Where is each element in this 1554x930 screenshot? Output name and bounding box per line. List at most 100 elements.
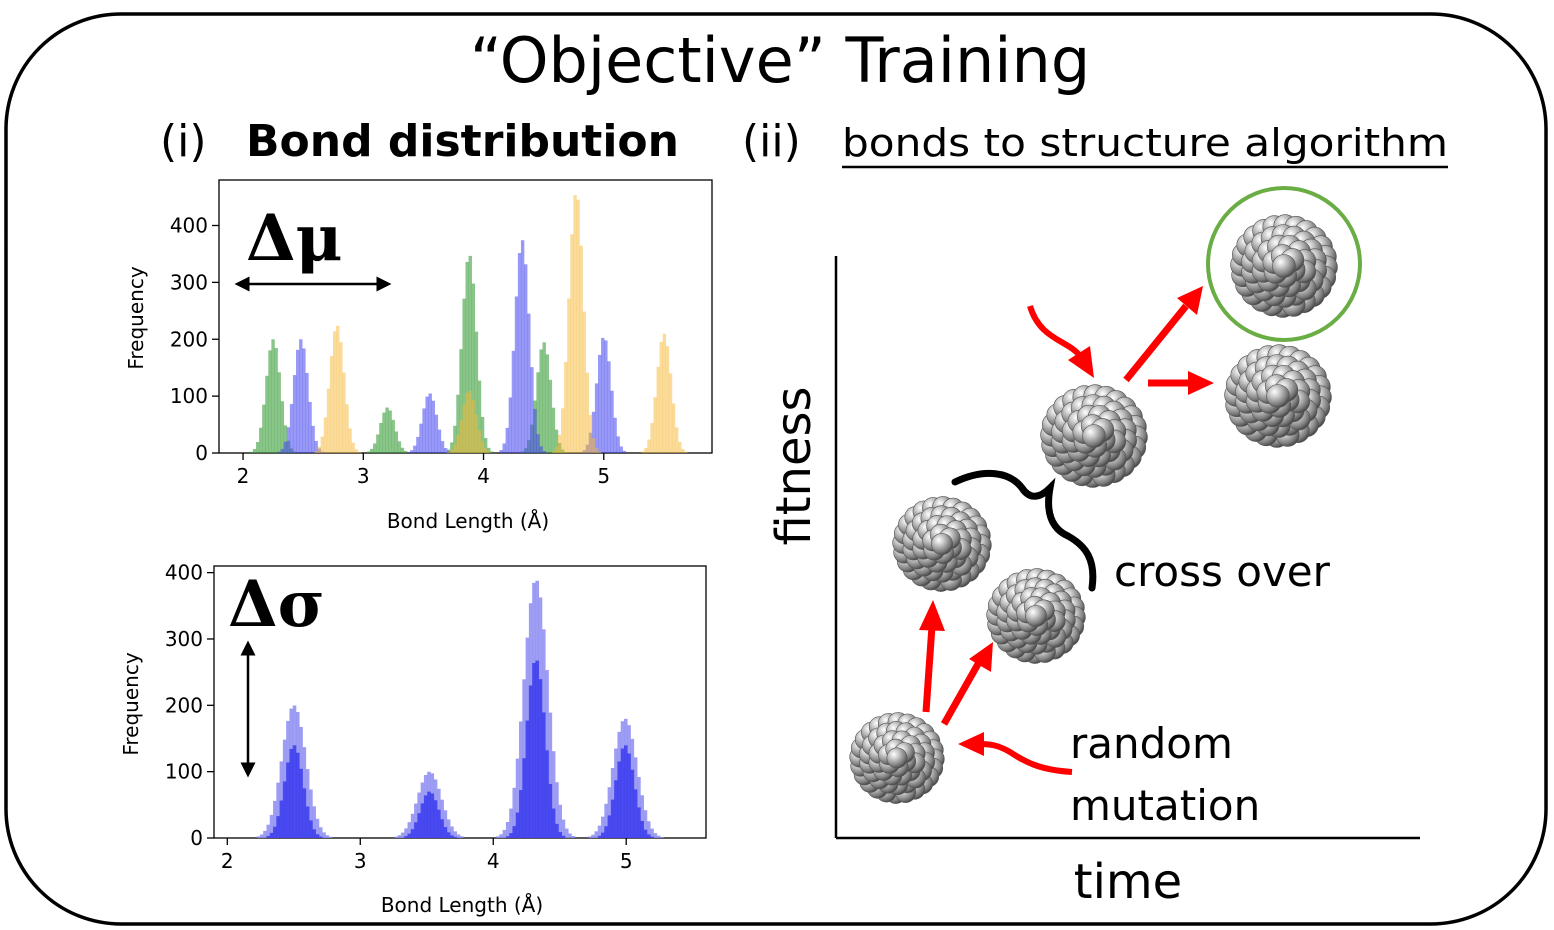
histogram-bar — [450, 826, 454, 838]
histogram-bar — [345, 404, 349, 453]
histogram-bar — [440, 799, 444, 838]
histogram-bar — [471, 399, 476, 453]
histogram-bar — [414, 803, 418, 838]
histogram-bar — [483, 448, 488, 453]
histogram-bar — [268, 350, 272, 453]
bonds-to-structure-diagram: fitness time cross over random mutation — [766, 186, 1420, 910]
chart1-ticks: 2 3 4 5 0 100 200 300 400 — [170, 214, 610, 489]
histogram-bar — [289, 748, 294, 838]
histogram-bar — [342, 372, 346, 453]
histogram-bar — [462, 298, 466, 453]
histogram-bar — [530, 367, 534, 453]
atom-sphere — [1266, 384, 1290, 408]
histogram-bar — [515, 758, 520, 838]
histogram-bar — [400, 832, 405, 838]
histogram-bar — [643, 829, 648, 838]
histogram-bar — [460, 836, 464, 838]
histogram-bar — [443, 810, 448, 838]
histogram-bar — [557, 434, 562, 453]
histogram-bar — [296, 349, 300, 453]
histogram-bar — [282, 781, 287, 838]
histogram-bar — [587, 836, 592, 838]
histogram-bar — [407, 833, 412, 838]
histogram-bar — [622, 450, 627, 453]
histogram-bar — [453, 836, 458, 838]
histogram-bar — [388, 410, 392, 453]
histogram-bar — [322, 832, 326, 838]
outer-frame — [4, 12, 1548, 926]
histogram-bar — [536, 372, 540, 453]
histogram-bar — [548, 783, 553, 838]
histogram-bar — [551, 407, 556, 453]
histogram-bar — [545, 354, 549, 453]
histogram-bar — [397, 441, 402, 453]
arrow-up-to-cluster-a-head — [919, 600, 945, 631]
histogram-bar — [610, 390, 614, 453]
histogram-bar — [496, 836, 500, 838]
chart2-ylabel: Frequency — [119, 652, 143, 755]
curved-arrow-into-middle-cluster-head — [1068, 346, 1094, 378]
histogram-bar — [286, 762, 290, 838]
histogram-bar — [419, 423, 423, 453]
histogram-bar — [450, 835, 454, 838]
histogram-bar — [305, 806, 310, 838]
histogram-bar — [414, 822, 418, 838]
histogram-bar — [428, 393, 432, 453]
figure-title: “Objective” Training — [470, 24, 1090, 97]
histogram-bar — [462, 404, 466, 453]
histogram-bar — [640, 820, 644, 838]
histogram-bar — [453, 444, 457, 453]
histogram-bar — [413, 445, 417, 453]
histogram-bar — [276, 816, 280, 838]
x-tick-label: 4 — [477, 464, 490, 488]
histogram-bar — [440, 819, 444, 838]
histogram-bar — [641, 451, 645, 453]
histogram-bar — [561, 408, 565, 453]
histogram-bar — [487, 451, 491, 453]
random-mutation-curved-arrow — [979, 741, 1073, 775]
histogram-bar — [465, 261, 469, 453]
histogram-bar — [453, 831, 458, 838]
histogram-bar — [684, 451, 688, 453]
y-tick-label: 400 — [170, 214, 208, 238]
histogram-bar — [459, 420, 463, 453]
histogram-bar — [302, 788, 307, 838]
histogram-bar — [627, 753, 631, 838]
histogram-bar — [675, 427, 679, 453]
histogram-bar — [630, 769, 635, 838]
histogram-bar — [423, 795, 428, 838]
histogram-bar — [604, 803, 608, 838]
histogram-bar — [382, 412, 386, 453]
histogram-bar — [296, 752, 300, 838]
histogram-bar — [433, 800, 438, 838]
histogram-bar — [538, 679, 543, 838]
random-label: random — [1070, 719, 1233, 768]
x-tick-label: 2 — [237, 464, 250, 488]
histogram-bar — [315, 834, 320, 838]
evolution-arrows — [919, 286, 1214, 775]
histogram-bar — [548, 379, 553, 453]
histogram-bar — [551, 808, 556, 838]
histogram-bar — [443, 827, 448, 838]
histogram-bar — [568, 833, 572, 838]
histogram-bar — [535, 660, 540, 838]
histogram-bar — [317, 446, 321, 453]
histogram-bar — [505, 427, 509, 453]
histogram-bar — [456, 394, 460, 453]
arrow-diag-to-cluster-b — [940, 662, 982, 726]
cross-over-label: cross over — [1114, 547, 1331, 596]
histogram-bar — [582, 311, 586, 453]
histogram-bar — [468, 391, 472, 453]
histogram-bar — [477, 430, 482, 453]
histogram-bar — [662, 333, 667, 453]
histogram-bar — [542, 712, 546, 838]
histogram-bar — [431, 400, 435, 453]
histogram-bar — [551, 751, 556, 838]
histogram-bar — [400, 447, 405, 453]
histogram-bar — [391, 419, 395, 453]
histogram-bar — [646, 821, 651, 838]
panel-ii-heading: bonds to structure algorithm — [842, 121, 1448, 165]
histogram-bar — [525, 720, 530, 838]
histogram-bar — [594, 383, 599, 453]
atom-sphere — [1272, 254, 1296, 278]
